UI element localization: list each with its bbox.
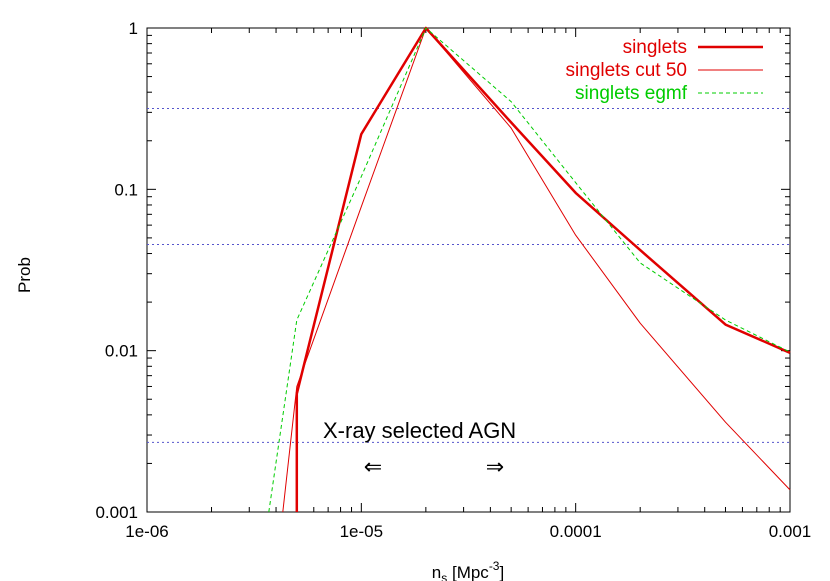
x-tick-label: 1e-05 xyxy=(340,522,383,541)
x-axis-label-end: ] xyxy=(499,563,504,581)
legend-label-1: singlets xyxy=(623,37,687,58)
x-tick-label: 0.0001 xyxy=(550,522,602,541)
series-line-3 xyxy=(268,27,791,513)
legend-label-3: singlets egmf xyxy=(575,83,688,104)
series-line-1 xyxy=(295,26,791,512)
y-tick-label: 1 xyxy=(129,19,138,38)
legend-label-2: singlets cut 50 xyxy=(566,60,687,81)
y-tick-label: 0.1 xyxy=(114,180,138,199)
series-line-2 xyxy=(282,27,791,513)
annotation-text: X-ray selected AGN xyxy=(323,418,516,443)
annotation-left-arrow: ⇐ xyxy=(364,454,382,479)
x-axis-label-sup: -3 xyxy=(489,559,500,573)
x-axis-label-sub: s xyxy=(441,571,447,581)
y-axis-label: Prob xyxy=(15,257,34,293)
plot-frame xyxy=(146,27,791,513)
x-tick-label: 0.001 xyxy=(769,522,812,541)
x-axis-label-mid: [Mpc xyxy=(447,563,489,581)
y-tick-label: 0.001 xyxy=(95,503,138,522)
y-tick-label: 0.01 xyxy=(105,342,138,361)
x-axis-label-base: n xyxy=(432,563,441,581)
annotation-right-arrow: ⇒ xyxy=(486,454,504,479)
x-axis-label: ns [Mpc-3] xyxy=(432,559,504,581)
x-tick-label: 1e-06 xyxy=(125,522,168,541)
